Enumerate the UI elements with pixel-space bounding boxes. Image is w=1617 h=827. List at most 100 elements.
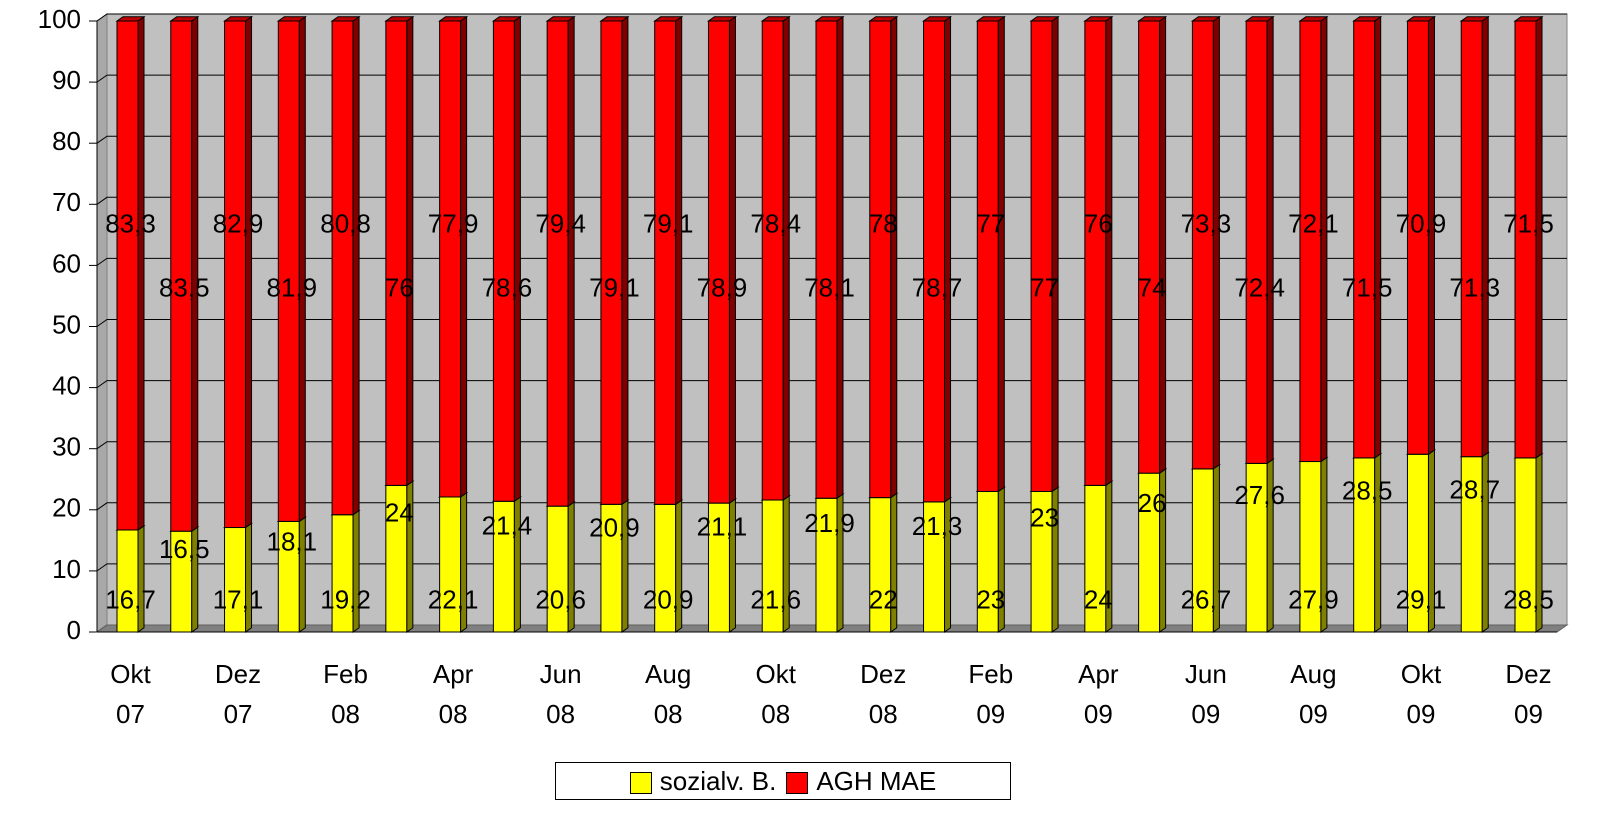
data-label: 22,1 bbox=[428, 584, 479, 614]
bar-segment bbox=[384, 15, 415, 487]
x-tick-label: Aug 08 bbox=[645, 659, 692, 729]
data-label: 23 bbox=[976, 584, 1005, 614]
bar-segment bbox=[975, 15, 1006, 493]
data-label: 74 bbox=[1138, 273, 1167, 303]
bar-top bbox=[384, 16, 415, 22]
bar-top bbox=[599, 16, 630, 22]
bar-top bbox=[921, 16, 953, 22]
bar-top bbox=[491, 16, 522, 22]
data-label: 16,5 bbox=[159, 534, 210, 564]
bar-front bbox=[600, 20, 623, 505]
grid-line bbox=[96, 196, 1567, 205]
data-label: 78,4 bbox=[750, 209, 801, 239]
y-tick-label: 40 bbox=[52, 370, 81, 400]
bar-segment bbox=[921, 15, 953, 503]
bar-front bbox=[869, 20, 892, 499]
grid-line bbox=[96, 74, 1567, 83]
x-tick-label: Okt 08 bbox=[755, 659, 796, 729]
grid-line bbox=[96, 380, 1567, 389]
data-label: 79,1 bbox=[643, 209, 694, 239]
bar-side bbox=[944, 15, 952, 503]
bar-front bbox=[492, 20, 515, 502]
data-label: 77 bbox=[976, 209, 1005, 239]
bar-side bbox=[836, 15, 844, 500]
grid-line bbox=[96, 319, 1567, 327]
grid-line bbox=[96, 441, 1567, 450]
bar-segment bbox=[1029, 15, 1060, 493]
bar-front bbox=[761, 20, 784, 501]
data-label: 18,1 bbox=[267, 526, 318, 556]
bar-segment bbox=[1513, 15, 1544, 459]
bar-segment bbox=[276, 15, 307, 523]
data-label: 70,9 bbox=[1396, 209, 1447, 239]
bar-front bbox=[1353, 20, 1376, 459]
data-label: 28,7 bbox=[1449, 475, 1500, 505]
data-label: 72,4 bbox=[1234, 273, 1285, 303]
bar-top bbox=[868, 16, 899, 22]
bar-front bbox=[815, 20, 838, 499]
data-label: 21,4 bbox=[482, 510, 533, 540]
y-tick-label: 10 bbox=[52, 554, 81, 584]
bar-segment bbox=[1405, 15, 1437, 456]
data-label: 21,3 bbox=[912, 511, 963, 541]
bar-front bbox=[654, 20, 677, 505]
bar-segment bbox=[438, 15, 469, 498]
x-tick-label: Okt 07 bbox=[110, 659, 151, 729]
grid-line bbox=[96, 13, 1567, 22]
bar-side bbox=[782, 15, 790, 501]
bar-side bbox=[245, 522, 253, 633]
bar-side bbox=[890, 15, 898, 499]
data-label: 20,6 bbox=[535, 584, 586, 614]
data-label: 81,9 bbox=[267, 273, 318, 303]
y-tick-label: 50 bbox=[52, 309, 81, 339]
data-label: 26,7 bbox=[1181, 584, 1232, 614]
bar-segment bbox=[115, 15, 146, 531]
bar-segment bbox=[1298, 15, 1329, 463]
y-tick-label: 0 bbox=[67, 615, 81, 645]
bar-side bbox=[245, 15, 253, 529]
bar-top bbox=[115, 16, 146, 22]
data-label: 79,4 bbox=[535, 209, 586, 239]
bar-top bbox=[545, 16, 576, 22]
bar-top bbox=[1513, 16, 1544, 22]
data-label: 16,7 bbox=[105, 584, 156, 614]
bar-segment bbox=[1244, 15, 1275, 465]
bar-segment bbox=[115, 524, 146, 633]
bar-segment bbox=[1352, 452, 1383, 633]
bar-segment bbox=[1459, 15, 1490, 458]
bar-side bbox=[621, 15, 629, 506]
bar-top bbox=[814, 16, 845, 22]
bar-top bbox=[1029, 16, 1060, 22]
data-label: 28,5 bbox=[1342, 476, 1393, 506]
data-label: 79,1 bbox=[589, 273, 640, 303]
bar-top bbox=[706, 16, 738, 22]
bar-front bbox=[1460, 20, 1483, 458]
data-label: 28,5 bbox=[1503, 584, 1554, 614]
bar-side bbox=[1481, 15, 1489, 458]
x-tick-label: Apr 09 bbox=[1078, 659, 1119, 729]
bar-segment bbox=[169, 15, 200, 533]
bar-side bbox=[1105, 15, 1113, 487]
bar-side bbox=[406, 15, 414, 487]
data-label: 72,1 bbox=[1288, 209, 1339, 239]
bar-front bbox=[923, 20, 946, 503]
x-tick-label: Dez 08 bbox=[860, 659, 907, 729]
bar-top bbox=[653, 16, 684, 22]
bar-segment bbox=[545, 15, 576, 508]
bar-side bbox=[1374, 15, 1382, 459]
x-tick-label: Dez 07 bbox=[214, 659, 262, 729]
data-label: 23 bbox=[1030, 502, 1059, 532]
bar-segment bbox=[169, 526, 200, 633]
legend-item: sozialv. B. bbox=[629, 766, 776, 797]
bar-segment bbox=[975, 486, 1006, 633]
x-tick-label: Apr 08 bbox=[432, 659, 474, 729]
y-tick-label: 20 bbox=[52, 493, 81, 523]
x-tick-label: Jun 08 bbox=[539, 659, 582, 729]
bar-segment bbox=[814, 15, 845, 500]
bar-front bbox=[277, 20, 300, 522]
bar-front bbox=[1138, 20, 1161, 474]
bar-segment bbox=[1352, 15, 1383, 459]
legend-swatch bbox=[629, 771, 652, 794]
bar-segment bbox=[330, 15, 361, 516]
